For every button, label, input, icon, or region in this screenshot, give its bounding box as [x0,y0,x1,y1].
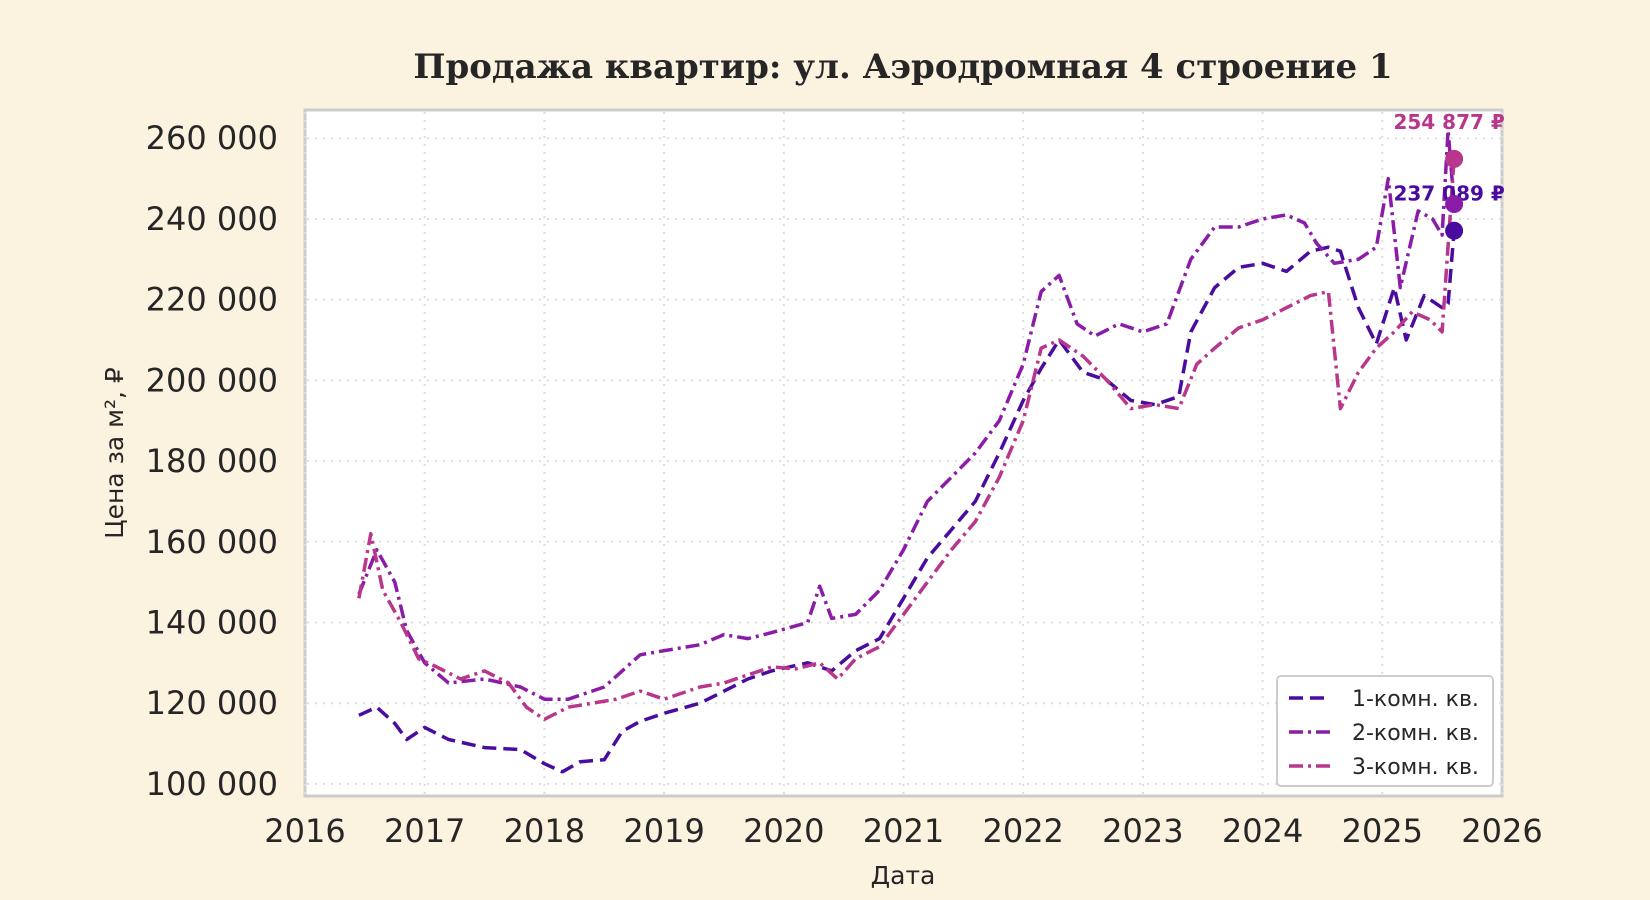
x-tick-label: 2021 [863,812,944,850]
x-tick-label: 2019 [623,812,704,850]
x-axis-label: Дата [871,861,936,890]
x-tick-label: 2018 [504,812,585,850]
series-endpoint-3 [1445,149,1464,168]
series-endpoint-2 [1445,195,1464,214]
y-tick-label: 220 000 [146,281,278,319]
y-tick-label: 160 000 [146,523,278,561]
series-line-3 [357,158,1456,722]
x-tick-label: 2017 [384,812,465,850]
y-tick-labels: 100 000 120 000 140 000 160 000 180 000 200 0… [146,119,278,803]
y-tick-label: 120 000 [146,684,278,722]
series-line-2 [357,128,1456,701]
endpoints: 237 089 ₽254 877 ₽ [1393,110,1505,240]
y-tick-label: 240 000 [146,200,278,238]
series-line-1 [358,230,1456,774]
legend-label-2: 2-комн. кв. [1352,721,1479,746]
x-tick-label: 2024 [1222,812,1303,850]
x-tick-labels: 2016 2017 2018 2019 2020 2021 2022 2023 2024 2025… [264,812,1542,850]
y-tick-label: 140 000 [146,603,278,641]
x-tick-label: 2026 [1461,812,1542,850]
y-tick-label: 100 000 [146,765,278,803]
x-tick-label: 2016 [264,812,345,850]
series-endpoint-1 [1445,221,1464,240]
y-tick-label: 260 000 [146,119,278,157]
legend-label-3: 3-комн. кв. [1352,755,1479,780]
legend: 1-комн. кв. 2-комн. кв. 3-комн. кв. [1276,675,1494,787]
x-tick-label: 2022 [982,812,1063,850]
end-label-3: 254 877 ₽ [1393,110,1504,134]
y-tick-label: 180 000 [146,442,278,480]
x-tick-label: 2023 [1102,812,1183,850]
x-tick-label: 2020 [743,812,824,850]
x-tick-label: 2025 [1342,812,1423,850]
legend-box [1276,675,1494,787]
series-layer [357,128,1456,774]
y-tick-label: 200 000 [146,361,278,399]
y-axis-label: Цена за м², ₽ [100,367,129,539]
chart-title: Продажа квартир: ул. Аэродромная 4 строе… [413,47,1392,87]
legend-label-1: 1-комн. кв. [1352,687,1479,712]
